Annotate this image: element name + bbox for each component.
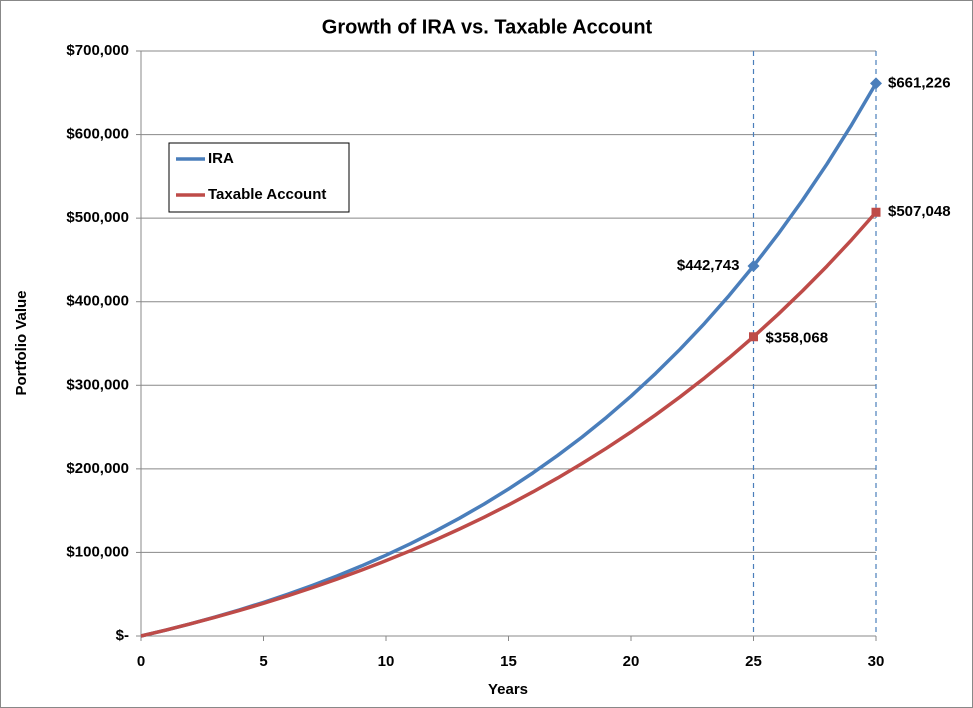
legend-box xyxy=(168,142,350,213)
y-tick-label: $500,000 xyxy=(66,209,129,226)
y-tick-label: $600,000 xyxy=(66,126,129,143)
y-tick-label: $400,000 xyxy=(66,293,129,310)
marker xyxy=(871,207,881,217)
x-tick-label: 15 xyxy=(500,653,517,670)
data-label: $358,068 xyxy=(766,330,829,347)
x-tick-label: 20 xyxy=(623,653,640,670)
x-tick-label: 5 xyxy=(259,653,267,670)
y-tick-label: $300,000 xyxy=(66,376,129,393)
legend-label: Taxable Account xyxy=(208,186,326,203)
y-tick-label: $200,000 xyxy=(66,460,129,477)
legend-label: IRA xyxy=(208,150,234,167)
y-tick-label: $700,000 xyxy=(66,42,129,59)
data-label: $442,743 xyxy=(677,257,740,274)
marker xyxy=(747,259,760,272)
x-tick-label: 10 xyxy=(378,653,395,670)
data-label: $507,048 xyxy=(888,203,951,220)
data-label: $661,226 xyxy=(888,74,951,91)
chart-title: Growth of IRA vs. Taxable Account xyxy=(322,16,653,38)
x-tick-label: 30 xyxy=(868,653,885,670)
marker xyxy=(749,332,758,342)
y-tick-label: $100,000 xyxy=(66,543,129,560)
y-axis-label: Portfolio Value xyxy=(13,290,30,395)
marker xyxy=(870,77,882,90)
y-tick-label: $- xyxy=(116,627,129,644)
x-axis-label: Years xyxy=(488,681,528,698)
x-tick-label: 0 xyxy=(137,653,145,670)
x-tick-label: 25 xyxy=(745,653,762,670)
